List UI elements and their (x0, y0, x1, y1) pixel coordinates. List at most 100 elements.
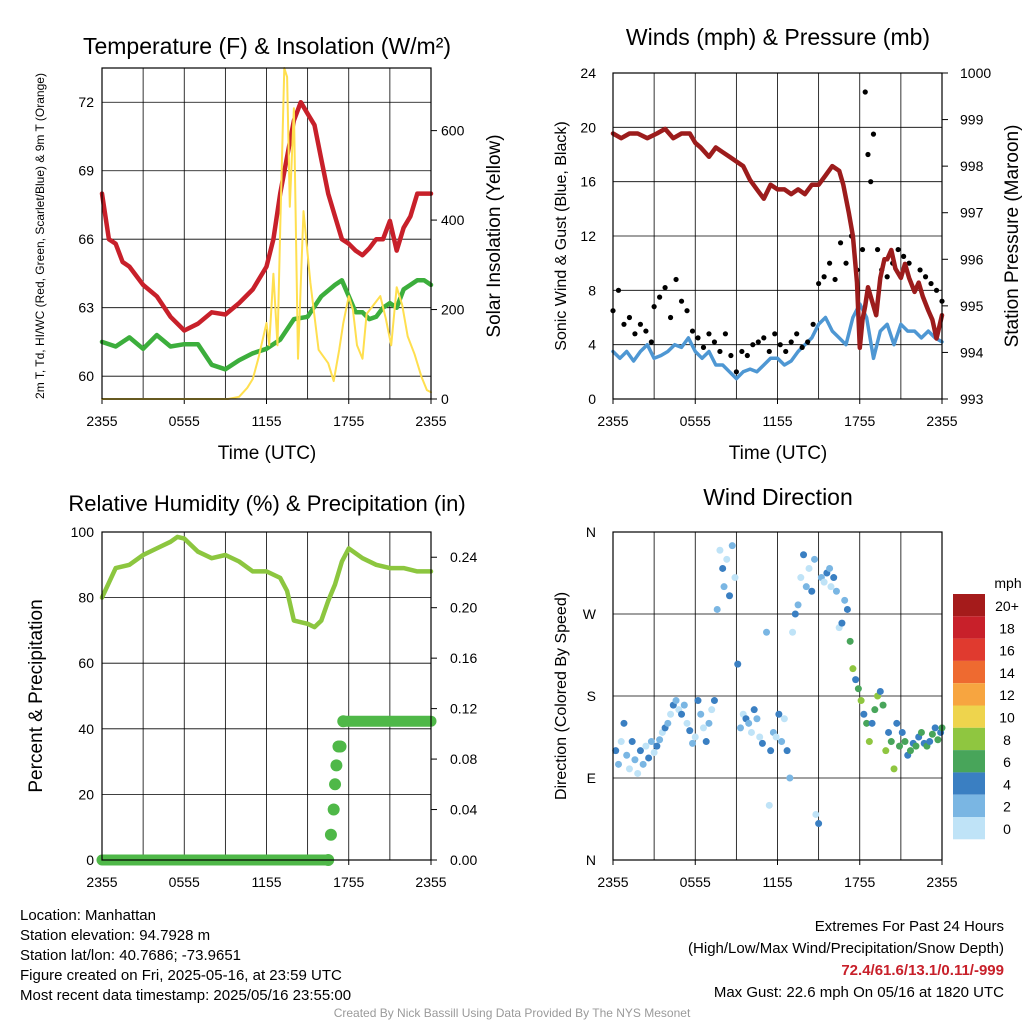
direction-point (871, 706, 879, 714)
direction-point (767, 747, 775, 755)
direction-point (808, 587, 816, 595)
direction-point (726, 592, 734, 600)
y2-tick-label: 0.20 (450, 600, 477, 616)
temperature-panel: Temperature (F) & Insolation (W/m²) Time… (33, 33, 505, 464)
gust-point (772, 331, 778, 337)
direction-point (794, 601, 802, 609)
pressure-y2-axis-label: Station Pressure (Maroon) (1002, 125, 1023, 348)
direction-point (800, 551, 808, 559)
gust-point (667, 314, 674, 321)
y-tick-label: W (583, 606, 597, 622)
gust-point (717, 348, 723, 355)
legend-label: 2 (1003, 799, 1011, 815)
y2-tick-label: 0.24 (450, 549, 477, 565)
station-latlon: Station lat/lon: 40.7686; -73.9651 (20, 947, 242, 964)
recent-timestamp: Most recent data timestamp: 2025/05/16 2… (20, 987, 352, 1004)
direction-point (826, 564, 834, 572)
direction-point (789, 628, 797, 636)
direction-point (705, 719, 713, 727)
plot-frame (101, 531, 432, 861)
direction-point (860, 710, 868, 718)
x-tick-label: 1155 (762, 413, 792, 429)
gust-point (783, 348, 789, 355)
direction-point (650, 748, 658, 756)
x-tick-label: 2355 (415, 413, 446, 429)
direction-point (765, 801, 773, 809)
gust-point (933, 287, 940, 293)
direction-point (645, 754, 653, 762)
x-tick-label: 0555 (680, 874, 711, 890)
gust-point (733, 369, 739, 375)
direction-point (617, 738, 625, 746)
pressure-line (610, 126, 945, 351)
max-gust: Max Gust: 22.6 mph On 05/16 at 1820 UTC (713, 984, 1004, 1001)
direction-point (620, 719, 628, 727)
direction-point (805, 564, 813, 572)
station-elevation: Station elevation: 94.7928 m (20, 927, 211, 944)
gust-point (805, 339, 811, 345)
direction-point (686, 727, 694, 735)
legend-swatch (953, 772, 985, 795)
direction-point (775, 710, 783, 718)
direction-point (708, 706, 716, 714)
direction-point (778, 738, 786, 746)
legend-label: 14 (999, 665, 1015, 681)
figure-created: Figure created on Fri, 2025-05-16, at 23… (20, 967, 342, 984)
y2-tick-label: 0.16 (450, 650, 477, 666)
y-tick-label: 20 (580, 119, 596, 135)
y-tick-label: 4 (588, 337, 596, 353)
y2-tick-label: 0.00 (450, 852, 477, 868)
legend-swatch (953, 794, 985, 817)
legend-label: 0 (1003, 821, 1011, 837)
direction-point (628, 738, 636, 746)
gust-point (843, 260, 849, 266)
direction-point (656, 736, 664, 744)
gust-point (868, 179, 874, 185)
x-tick-label: 2355 (926, 874, 957, 890)
gust-point (651, 304, 657, 310)
direction-point (683, 719, 691, 727)
legend-label: 20+ (995, 598, 1019, 614)
gust-point (695, 335, 701, 341)
direction-point (667, 710, 675, 718)
direction-point (634, 769, 642, 777)
direction-point (827, 583, 835, 591)
x-tick-label: 2355 (926, 413, 957, 429)
direction-point (720, 583, 728, 591)
precip-point (330, 759, 343, 772)
direction-point (849, 665, 857, 673)
temperature-y-axis-label: 2m T, Td, HI/WC (Red, Green, Scarlet/Blu… (33, 73, 47, 399)
svg-text:Temperature (F) & Insolation (: Temperature (F) & Insolation (W/m²) (83, 33, 451, 59)
x-tick-label: 2355 (86, 413, 117, 429)
plot-frame (101, 67, 432, 400)
winds-panel: Winds (mph) & Pressure (mb) Time (UTC) S… (553, 24, 1023, 464)
direction-point (890, 765, 898, 773)
x-tick-label: 0555 (169, 413, 200, 429)
winds-panel-title: Winds (mph) & Pressure (mb) (626, 24, 930, 50)
direction-point (728, 542, 736, 550)
station-location: Location: Manhattan (20, 907, 156, 924)
wind-line (611, 302, 944, 381)
winds-y-axis-label: Sonic Wind & Gust (Blue, Black) (553, 121, 570, 350)
x-tick-label: 0555 (680, 413, 711, 429)
y-tick-label: 69 (78, 163, 94, 179)
gust-point (794, 331, 800, 337)
y-tick-label: 0 (588, 391, 596, 407)
y2-tick-label: 1000 (960, 65, 991, 81)
gust-point (821, 274, 827, 280)
gust-point (788, 339, 794, 345)
legend-label: 10 (999, 710, 1015, 726)
direction-point (879, 701, 887, 709)
direction-point (753, 715, 761, 723)
gust-point (810, 321, 816, 327)
direction-point (846, 637, 854, 645)
humidity-y-axis-label: Percent & Precipitation (26, 599, 47, 792)
y2-tick-label: 400 (441, 212, 465, 228)
gust-point (922, 274, 929, 280)
y-tick-label: 60 (78, 368, 94, 384)
legend-label: 8 (1003, 732, 1011, 748)
humidity-line (99, 534, 434, 630)
direction-point (857, 697, 865, 705)
direction-point (734, 660, 742, 668)
